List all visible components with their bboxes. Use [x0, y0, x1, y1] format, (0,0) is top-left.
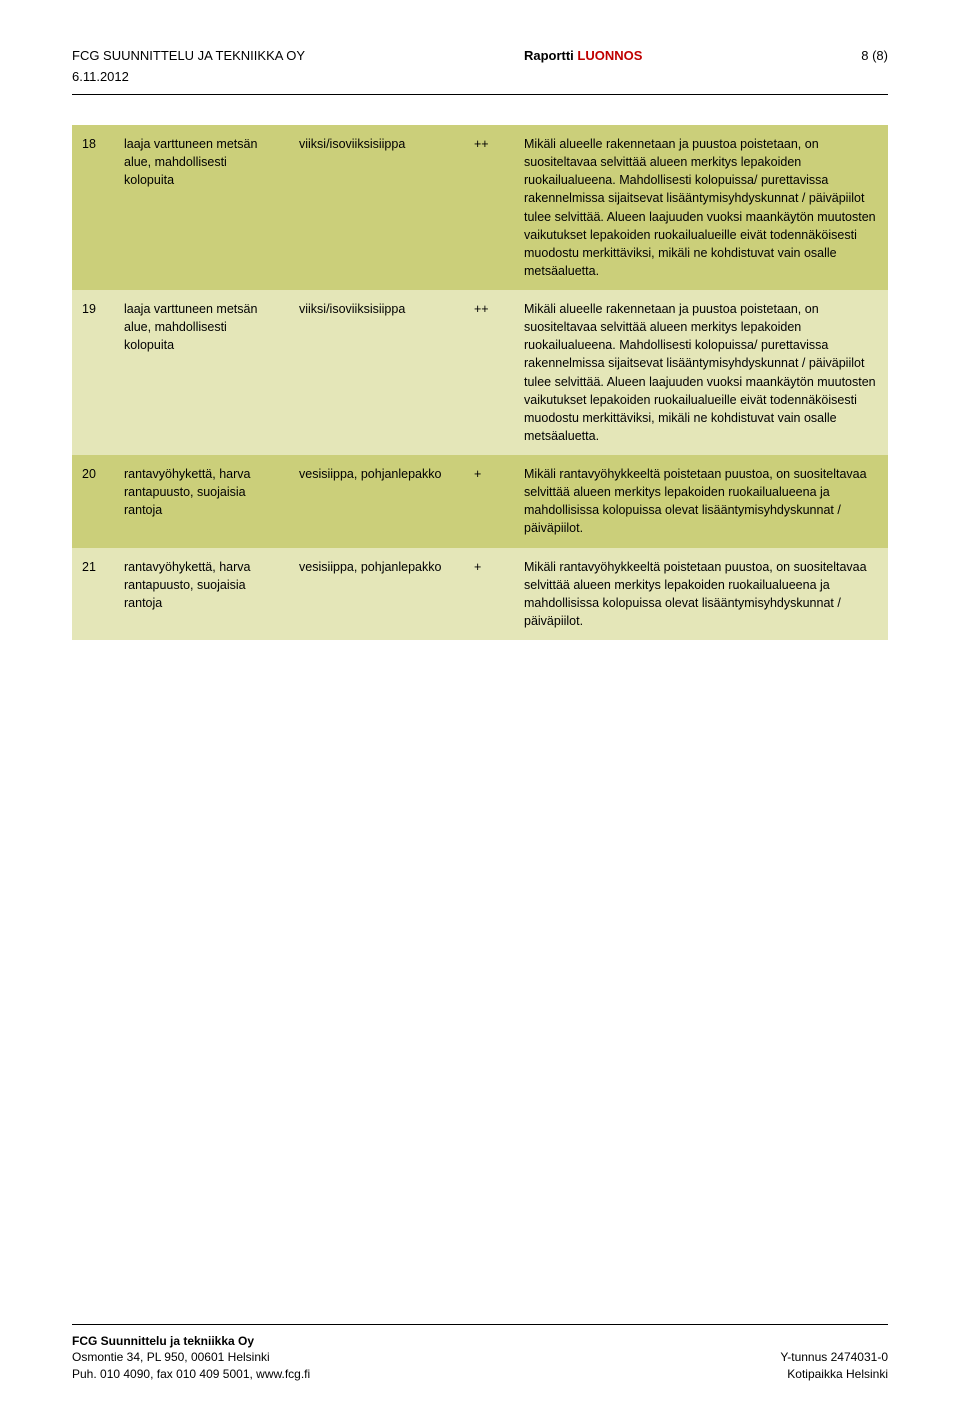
footer-contact: Puh. 010 4090, fax 010 409 5001, www.fcg… [72, 1366, 310, 1383]
footer-address: Osmontie 34, PL 950, 00601 Helsinki [72, 1349, 310, 1366]
footer-blank [780, 1333, 888, 1350]
report-status: LUONNOS [577, 48, 642, 63]
cell-species: vesisiippa, pohjanlepakko [289, 548, 464, 641]
footer: FCG Suunnittelu ja tekniikka Oy Osmontie… [72, 1324, 888, 1383]
footer-right: Y-tunnus 2474031-0 Kotipaikka Helsinki [780, 1333, 888, 1383]
cell-habitat: laaja varttuneen metsän alue, mahdollise… [114, 290, 289, 455]
cell-habitat: rantavyöhykettä, harva rantapuusto, suoj… [114, 455, 289, 548]
report-label: Raportti [524, 48, 577, 63]
report-title: Raportti LUONNOS [524, 48, 642, 63]
cell-habitat: rantavyöhykettä, harva rantapuusto, suoj… [114, 548, 289, 641]
cell-id: 21 [72, 548, 114, 641]
cell-id: 18 [72, 125, 114, 290]
cell-species: viiksi/isoviiksisiippa [289, 290, 464, 455]
cell-sign: ++ [464, 125, 514, 290]
footer-company: FCG Suunnittelu ja tekniikka Oy [72, 1333, 310, 1350]
table-row: 21 rantavyöhykettä, harva rantapuusto, s… [72, 548, 888, 641]
header-row: FCG SUUNNITTELU JA TEKNIIKKA OY Raportti… [72, 48, 888, 63]
footer-rule [72, 1324, 888, 1325]
table-row: 18 laaja varttuneen metsän alue, mahdoll… [72, 125, 888, 290]
footer-row: FCG Suunnittelu ja tekniikka Oy Osmontie… [72, 1333, 888, 1383]
footer-ytunnus: Y-tunnus 2474031-0 [780, 1349, 888, 1366]
table-row: 19 laaja varttuneen metsän alue, mahdoll… [72, 290, 888, 455]
cell-sign: ++ [464, 290, 514, 455]
cell-species: vesisiippa, pohjanlepakko [289, 455, 464, 548]
footer-kotipaikka: Kotipaikka Helsinki [780, 1366, 888, 1383]
cell-sign: + [464, 548, 514, 641]
header-rule [72, 94, 888, 95]
cell-description: Mikäli rantavyöhykkeeltä poistetaan puus… [514, 548, 888, 641]
table-row: 20 rantavyöhykettä, harva rantapuusto, s… [72, 455, 888, 548]
page-number: 8 (8) [861, 48, 888, 63]
cell-habitat: laaja varttuneen metsän alue, mahdollise… [114, 125, 289, 290]
cell-sign: + [464, 455, 514, 548]
cell-description: Mikäli alueelle rakennetaan ja puustoa p… [514, 290, 888, 455]
data-table: 18 laaja varttuneen metsän alue, mahdoll… [72, 125, 888, 640]
cell-species: viiksi/isoviiksisiippa [289, 125, 464, 290]
cell-id: 20 [72, 455, 114, 548]
footer-left: FCG Suunnittelu ja tekniikka Oy Osmontie… [72, 1333, 310, 1383]
company-name: FCG SUUNNITTELU JA TEKNIIKKA OY [72, 48, 305, 63]
cell-id: 19 [72, 290, 114, 455]
report-date: 6.11.2012 [72, 69, 888, 84]
cell-description: Mikäli alueelle rakennetaan ja puustoa p… [514, 125, 888, 290]
page: FCG SUUNNITTELU JA TEKNIIKKA OY Raportti… [0, 0, 960, 1419]
cell-description: Mikäli rantavyöhykkeeltä poistetaan puus… [514, 455, 888, 548]
